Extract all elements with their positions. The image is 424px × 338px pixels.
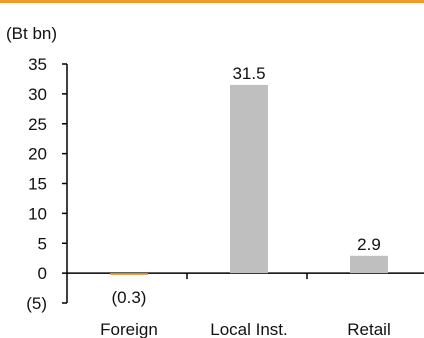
y-tick-label: 35 xyxy=(28,55,47,74)
x-category-label: Local Inst. xyxy=(210,320,288,338)
y-tick-label: 0 xyxy=(38,264,47,283)
data-label: (0.3) xyxy=(112,288,147,307)
y-axis-unit-label: (Bt bn) xyxy=(6,24,58,43)
x-category-label: Retail xyxy=(347,320,390,338)
data-label: 2.9 xyxy=(357,235,381,254)
y-tick-label: 20 xyxy=(28,145,47,164)
y-tick-label: 25 xyxy=(28,115,47,134)
y-tick-label: (5) xyxy=(26,294,47,313)
top-accent-strip xyxy=(0,0,424,3)
y-tick-label: 5 xyxy=(38,234,47,253)
bar-retail xyxy=(350,255,388,274)
y-tick-label: 30 xyxy=(28,85,47,104)
x-category-label: Foreign xyxy=(100,320,158,338)
bar-foreign xyxy=(110,273,148,275)
y-tick-label: 15 xyxy=(28,175,47,194)
data-label: 31.5 xyxy=(232,64,265,83)
y-tick-label: 10 xyxy=(28,204,47,223)
bar-local-inst xyxy=(230,84,268,274)
